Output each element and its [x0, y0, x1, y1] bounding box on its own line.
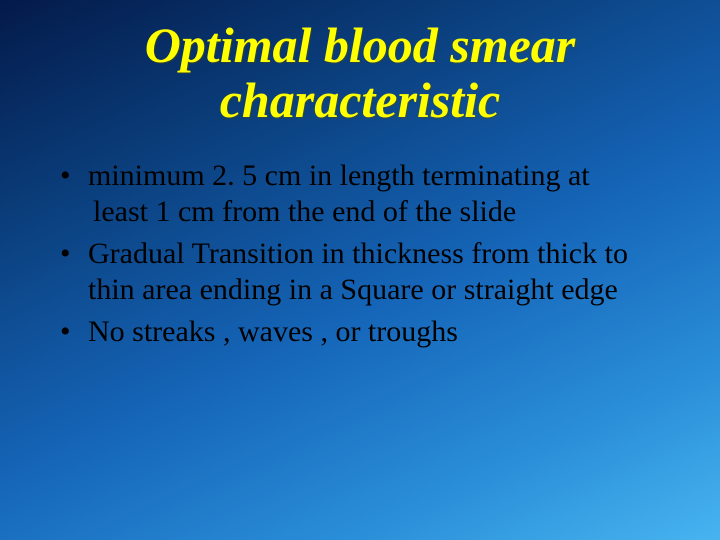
- list-item: minimum 2. 5 cm in length terminating at…: [58, 158, 670, 230]
- list-item: No streaks , waves , or troughs: [58, 314, 670, 350]
- bullet-list: minimum 2. 5 cm in length terminating at…: [50, 158, 670, 350]
- bullet-text-continuation: least 1 cm from the end of the slide: [88, 194, 670, 230]
- list-item: Gradual Transition in thickness from thi…: [58, 236, 670, 308]
- slide-title: Optimal blood smear characteristic: [50, 18, 670, 128]
- bullet-text: Gradual Transition in thickness from thi…: [88, 237, 628, 306]
- bullet-text: No streaks , waves , or troughs: [88, 315, 458, 348]
- slide: Optimal blood smear characteristic minim…: [0, 0, 720, 540]
- bullet-text: minimum 2. 5 cm in length terminating at: [88, 159, 590, 192]
